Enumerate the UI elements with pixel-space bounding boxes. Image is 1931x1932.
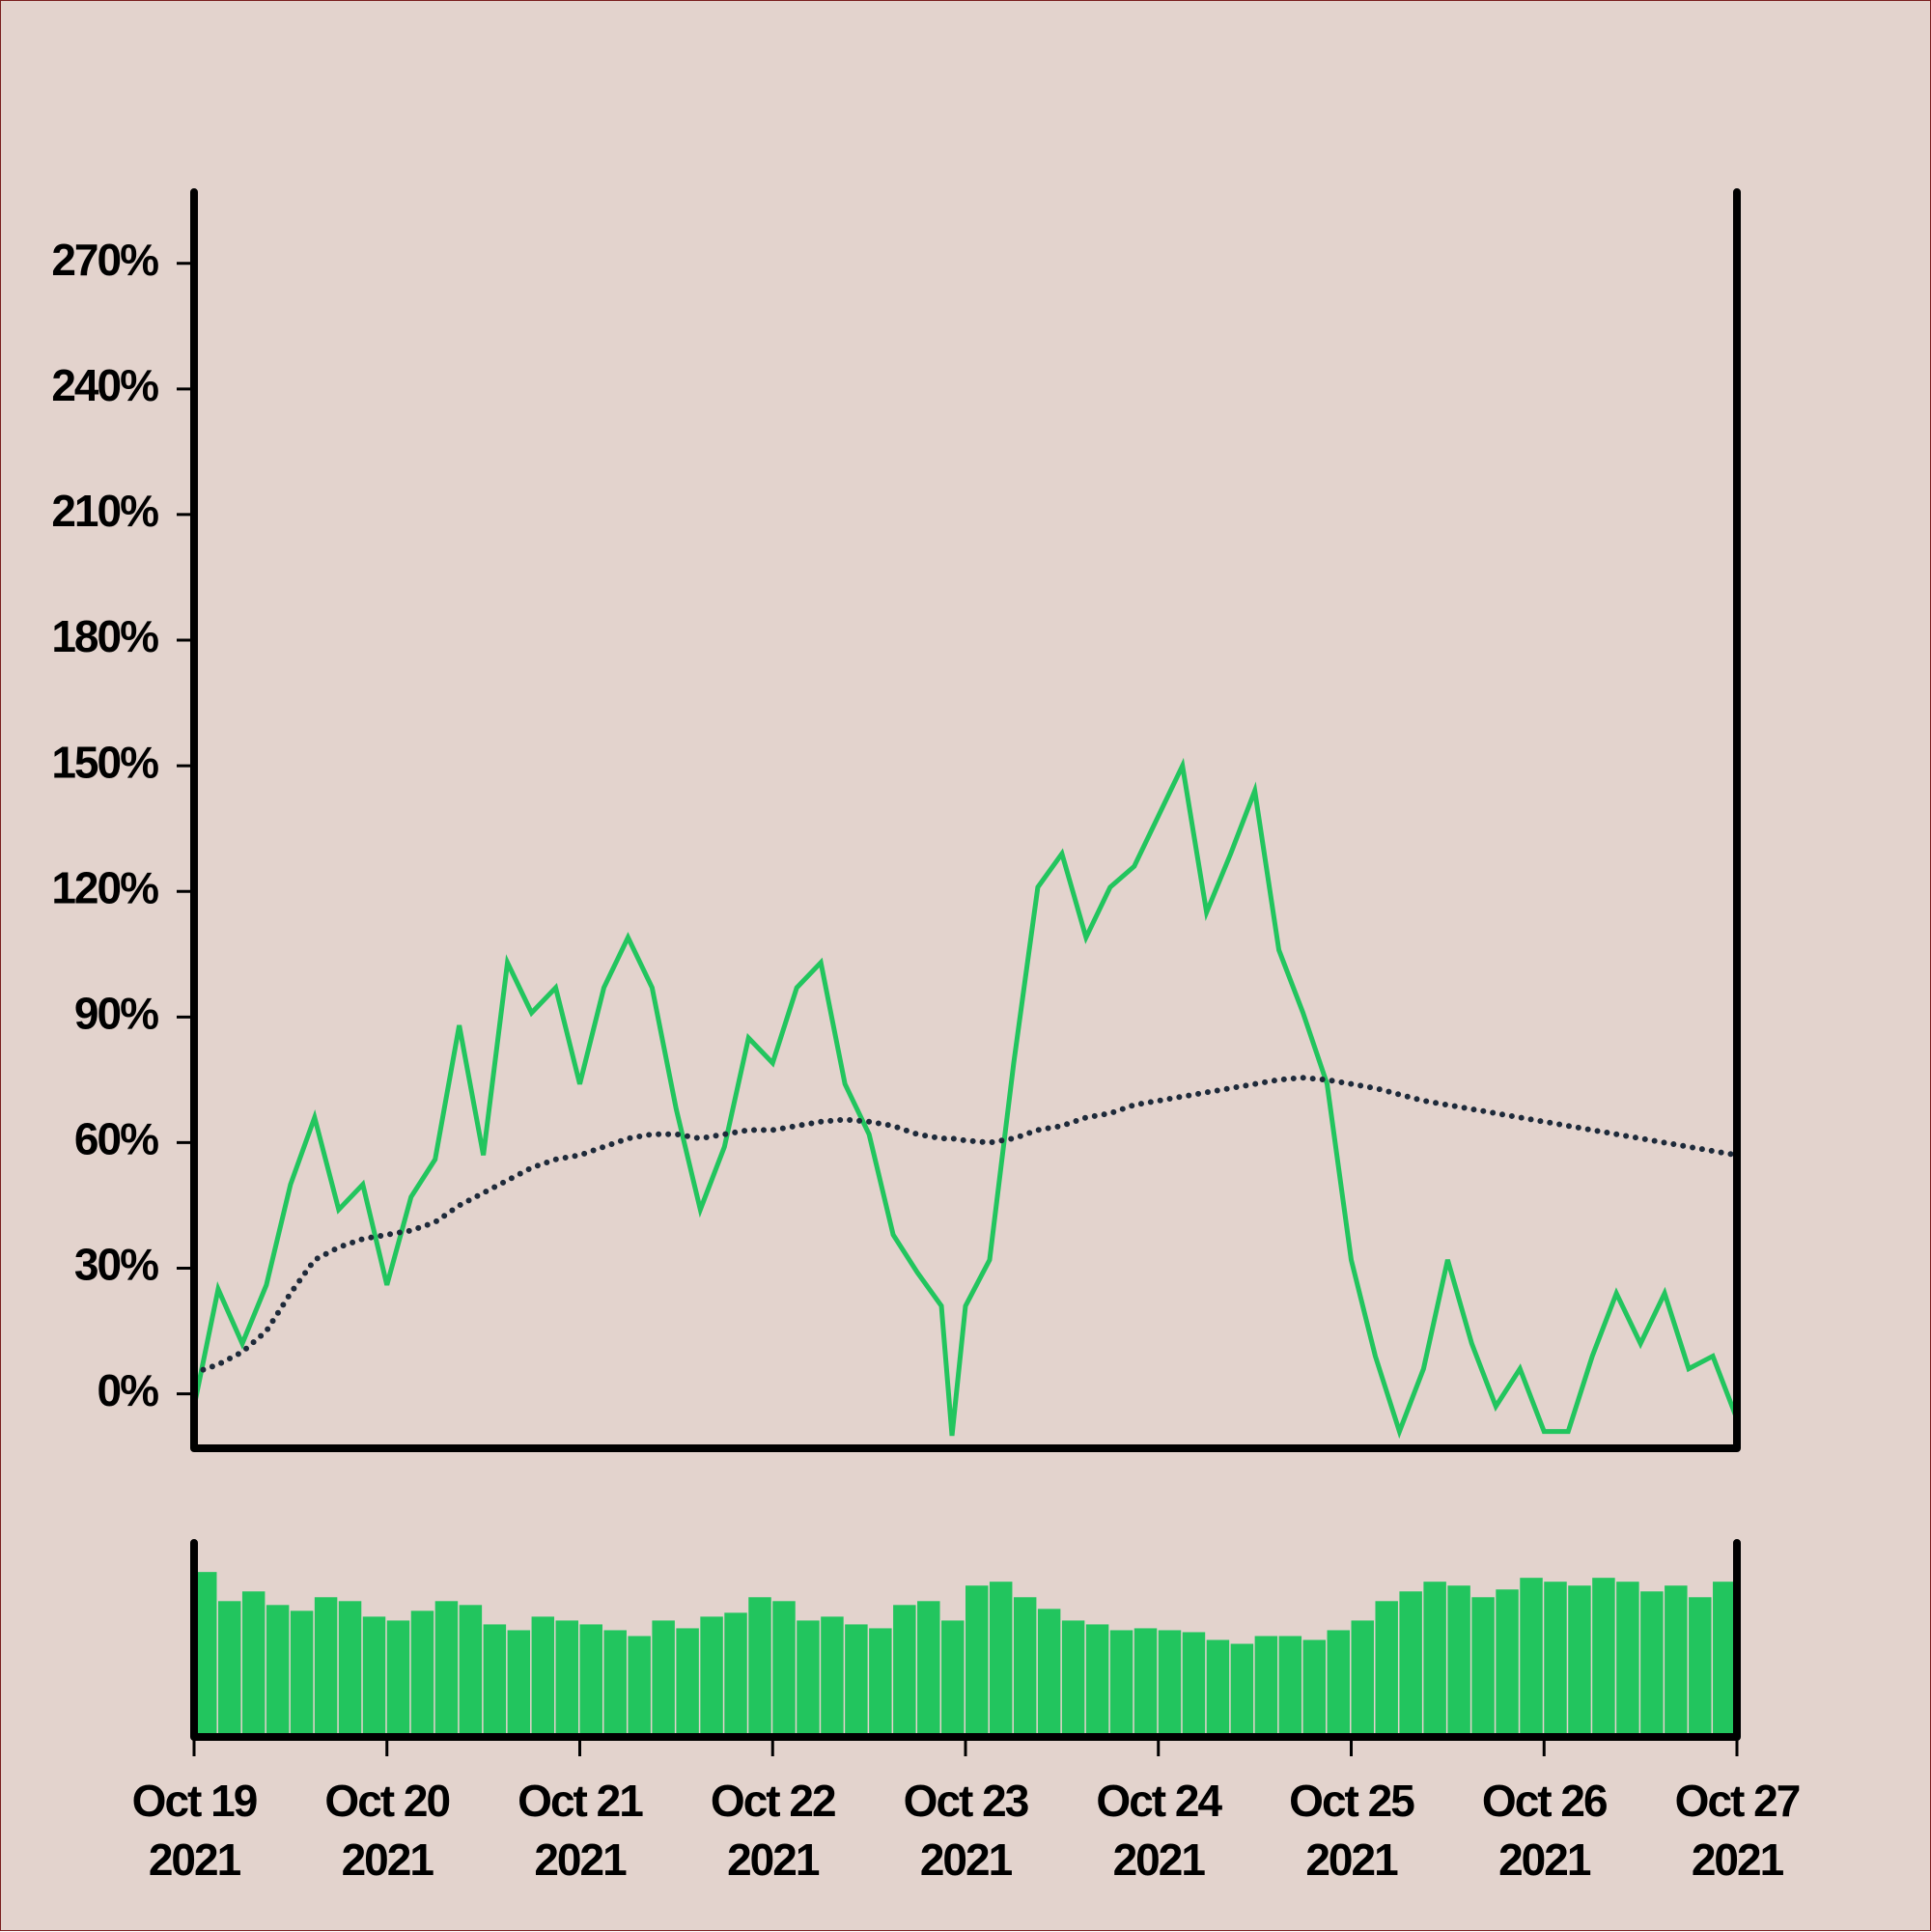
volume-bar — [893, 1605, 916, 1737]
volume-bar — [290, 1610, 314, 1737]
volume-bar — [1568, 1585, 1591, 1737]
volume-bar — [1158, 1630, 1182, 1737]
y-tick-label: 270% — [51, 235, 158, 285]
volume-bar — [1496, 1589, 1519, 1737]
volume-bar — [266, 1605, 290, 1737]
x-tick-label: Oct 25 2021 — [1289, 1776, 1415, 1885]
y-tick-label: 120% — [51, 862, 158, 912]
axis-spine — [190, 188, 1741, 1452]
volume-bar — [1206, 1639, 1230, 1737]
volume-bar — [845, 1624, 868, 1737]
volume-bar — [1592, 1578, 1615, 1737]
volume-bar — [194, 1572, 217, 1737]
volume-bar — [1230, 1643, 1254, 1737]
volume-bar — [1447, 1585, 1470, 1737]
volume-bar — [531, 1616, 555, 1737]
volume-bar — [1423, 1582, 1446, 1737]
volume-bar — [1327, 1630, 1350, 1737]
y-tick-label: 180% — [51, 611, 158, 661]
price-line — [191, 757, 1740, 1440]
volume-bar — [1037, 1609, 1061, 1737]
volume-bar — [652, 1620, 675, 1737]
average-line — [191, 1075, 1740, 1376]
volume-bar — [217, 1601, 241, 1737]
volume-bar — [1689, 1597, 1712, 1737]
axis-spine — [190, 1539, 1741, 1741]
volume-bar — [917, 1601, 940, 1737]
volume-bar — [459, 1605, 483, 1737]
volume-bar — [1109, 1630, 1133, 1737]
volume-bar — [338, 1601, 362, 1737]
volume-bar — [507, 1630, 531, 1737]
volume-bar — [1013, 1597, 1037, 1737]
x-tick-label: Oct 27 2021 — [1674, 1776, 1802, 1885]
volume-bar — [314, 1597, 338, 1737]
volume-bar — [1278, 1636, 1302, 1737]
volume-bar — [1713, 1582, 1736, 1737]
y-tick-label: 210% — [51, 486, 158, 536]
x-tick-label: Oct 20 2021 — [324, 1776, 451, 1885]
x-tick-label: Oct 23 2021 — [903, 1776, 1030, 1885]
volume-bar — [869, 1628, 892, 1737]
volume-bar — [410, 1610, 434, 1737]
x-tick-label: Oct 24 2021 — [1096, 1776, 1222, 1885]
volume-bar — [603, 1630, 627, 1737]
volume-bar — [700, 1616, 723, 1737]
volume-bar — [821, 1616, 844, 1737]
volume-bar — [362, 1616, 386, 1737]
x-tick-label: Oct 21 2021 — [518, 1776, 644, 1885]
volume-bar — [748, 1597, 771, 1737]
volume-bar — [1520, 1578, 1543, 1737]
volume-bar — [1471, 1597, 1495, 1737]
volume-bar — [797, 1620, 820, 1737]
y-tick-label: 30% — [74, 1240, 158, 1290]
y-tick-label: 90% — [74, 988, 158, 1038]
x-tick-label: Oct 22 2021 — [710, 1776, 837, 1885]
volume-bar — [941, 1620, 965, 1737]
x-tick-label: Oct 26 2021 — [1481, 1776, 1609, 1885]
volume-bar — [772, 1601, 796, 1737]
y-tick-label: 0% — [98, 1365, 159, 1415]
volume-bar — [386, 1620, 410, 1737]
volume-bar — [1399, 1591, 1422, 1737]
volume-bar — [1182, 1632, 1206, 1737]
volume-bar — [1544, 1582, 1567, 1737]
volume-bar — [434, 1601, 459, 1737]
volume-bar — [1085, 1624, 1109, 1737]
volume-bar — [1254, 1636, 1278, 1737]
volume-bar — [555, 1620, 578, 1737]
volume-bar — [483, 1624, 507, 1737]
volume-bar — [1640, 1591, 1664, 1737]
volume-bar — [1375, 1601, 1398, 1737]
volume-bar — [676, 1628, 699, 1737]
volume-bar — [1616, 1582, 1639, 1737]
volume-bar — [966, 1585, 989, 1737]
y-tick-label: 150% — [51, 737, 158, 787]
volume-bar — [724, 1612, 747, 1737]
y-tick-label: 60% — [74, 1114, 158, 1164]
volume-bar — [1061, 1620, 1085, 1737]
x-tick-label: Oct 19 2021 — [131, 1776, 259, 1885]
volume-bar — [241, 1591, 266, 1737]
volume-bar — [1351, 1620, 1374, 1737]
volume-bar — [579, 1624, 602, 1737]
volume-bar — [1302, 1639, 1327, 1737]
y-tick-label: 240% — [51, 360, 158, 410]
volume-bar — [1133, 1628, 1158, 1737]
volume-bar — [989, 1582, 1013, 1737]
volume-bar — [1665, 1585, 1688, 1737]
volume-bar — [628, 1636, 651, 1737]
